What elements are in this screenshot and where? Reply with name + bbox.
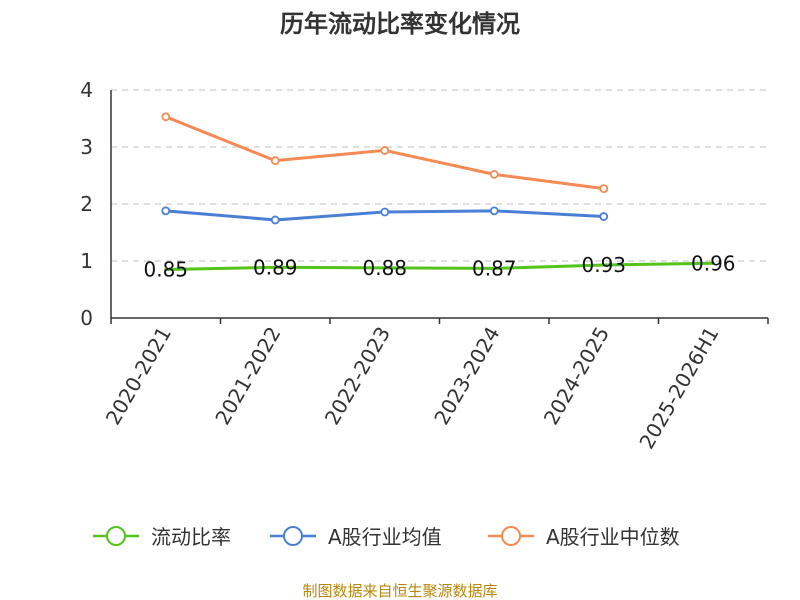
data-point — [380, 207, 390, 217]
legend-marker-icon — [106, 526, 126, 546]
y-tick-label: 2 — [80, 192, 93, 216]
source-note: 制图数据来自恒生聚源数据库 — [302, 582, 497, 600]
chart-title: 历年流动比率变化情况 — [280, 10, 520, 38]
legend: 流动比率 A股行业均值 A股行业中位数 — [93, 525, 680, 549]
y-tick-label: 0 — [80, 306, 93, 330]
legend-label: A股行业均值 — [328, 525, 442, 549]
data-label: 0.96 — [691, 251, 736, 275]
data-point — [270, 215, 280, 225]
x-tick-label: 2022-2023 — [320, 323, 395, 429]
data-label: 0.89 — [253, 255, 298, 279]
data-point — [489, 169, 499, 179]
legend-label: 流动比率 — [151, 525, 231, 549]
x-tick-label: 2024-2025 — [539, 323, 614, 429]
data-point — [270, 156, 280, 166]
data-label: 0.87 — [472, 256, 517, 280]
legend-label: A股行业中位数 — [546, 525, 680, 549]
legend-marker-icon — [283, 526, 303, 546]
data-label: 0.93 — [581, 253, 626, 277]
y-tick-label: 1 — [80, 249, 93, 273]
data-label: 0.88 — [362, 256, 407, 280]
series-line-0 — [164, 261, 715, 272]
y-tick-label: 4 — [80, 78, 93, 102]
y-tick-label: 3 — [80, 135, 93, 159]
data-point — [161, 112, 171, 122]
data-point — [380, 146, 390, 155]
x-tick-label: 2023-2024 — [429, 323, 504, 429]
legend-marker-icon — [501, 526, 521, 546]
data-point — [599, 212, 609, 221]
x-tick-label: 2021-2022 — [210, 323, 285, 429]
data-label: 0.85 — [143, 258, 188, 282]
x-tick-label: 2020-2021 — [101, 323, 176, 429]
data-point — [489, 206, 499, 216]
data-point — [599, 184, 609, 194]
series-group — [161, 112, 715, 272]
grid — [111, 89, 768, 262]
data-point — [161, 206, 171, 216]
data-labels: 0.85 0.89 0.88 0.87 0.93 0.96 — [143, 251, 735, 281]
x-tick-label: 2025-2026H1 — [634, 323, 723, 453]
